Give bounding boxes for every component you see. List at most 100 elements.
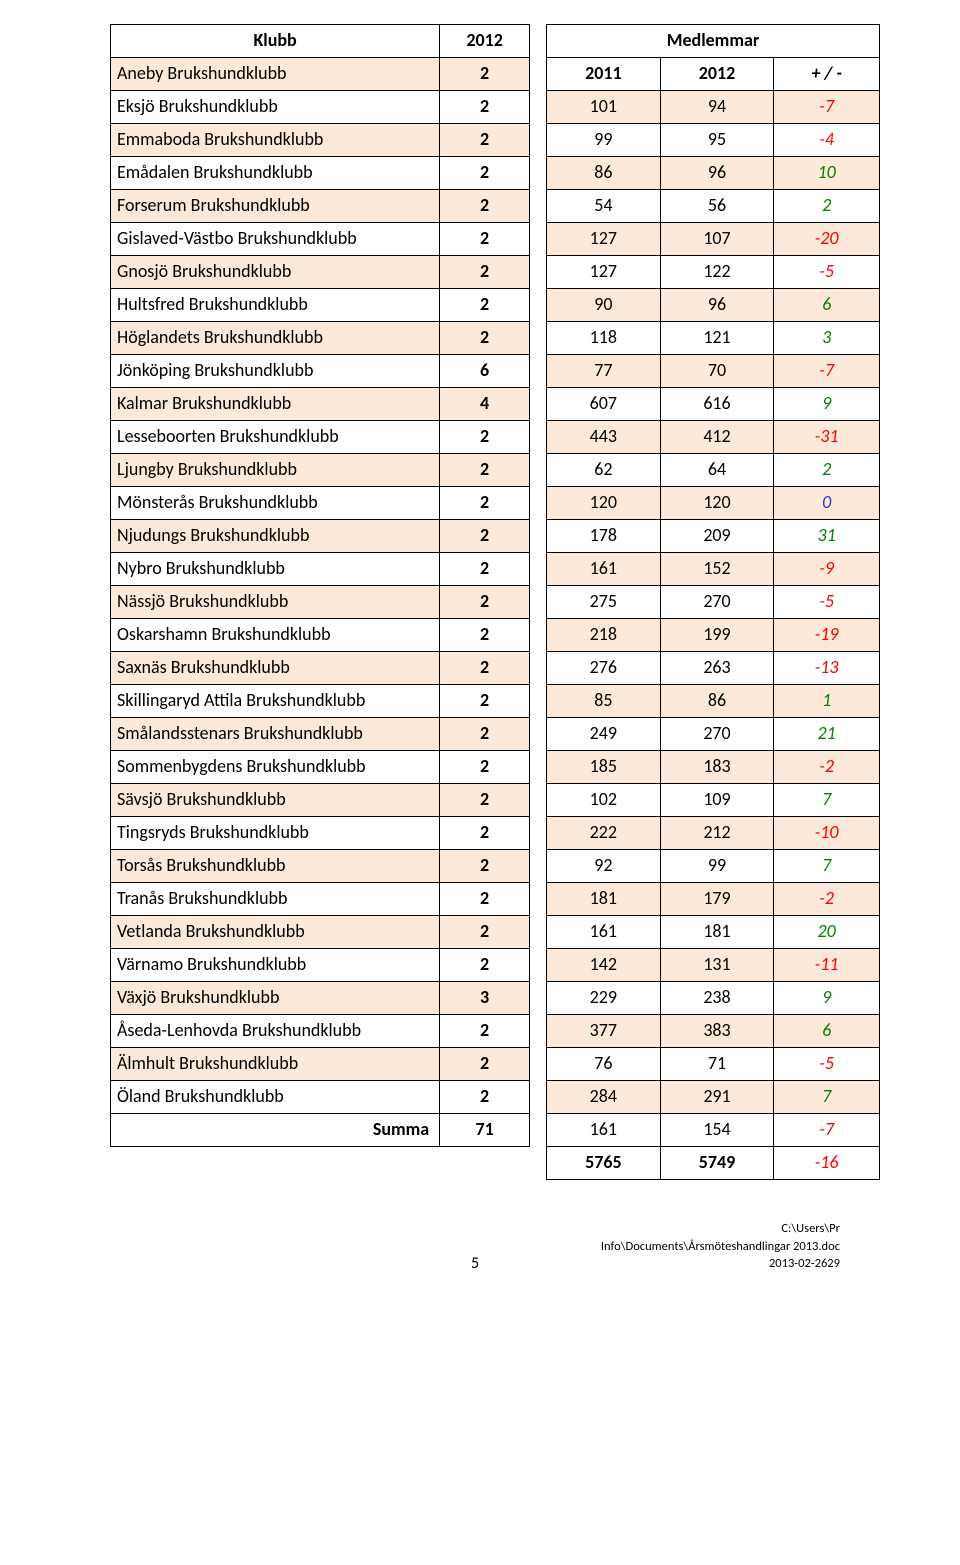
cell-2012: 154 <box>660 1114 774 1147</box>
cell-diff: 7 <box>774 850 880 883</box>
table-row: 16118120 <box>547 916 880 949</box>
table-row: 90966 <box>547 289 880 322</box>
cell-2012: 70 <box>660 355 774 388</box>
footer-path-line2: 2013-02-2629 <box>597 1255 840 1273</box>
table-row: Nässjö Brukshundklubb2 <box>111 586 530 619</box>
table-row: Saxnäs Brukshundklubb2 <box>111 652 530 685</box>
table-row: 142131-11 <box>547 949 880 982</box>
cell-2012: 107 <box>660 223 774 256</box>
cell-klubb: Eksjö Brukshundklubb <box>111 91 440 124</box>
cell-2012: 209 <box>660 520 774 553</box>
cell-year: 2 <box>440 58 530 91</box>
table-right-body: 10194-79995-486961054562127107-20127122-… <box>547 91 880 1180</box>
cell-klubb: Lesseboorten Brukshundklubb <box>111 421 440 454</box>
table-row: Växjö Brukshundklubb3 <box>111 982 530 1015</box>
table-row: 10194-7 <box>547 91 880 124</box>
cell-2012: 71 <box>660 1048 774 1081</box>
summa-label: Summa <box>111 1114 440 1147</box>
cell-diff: -5 <box>774 256 880 289</box>
table-row: Lesseboorten Brukshundklubb2 <box>111 421 530 454</box>
cell-2011: 222 <box>547 817 661 850</box>
cell-2011: 120 <box>547 487 661 520</box>
cell-2011: 85 <box>547 685 661 718</box>
cell-2011: 92 <box>547 850 661 883</box>
cell-year: 2 <box>440 487 530 520</box>
cell-2012: 96 <box>660 157 774 190</box>
table-row: Jönköping Brukshundklubb6 <box>111 355 530 388</box>
cell-year: 2 <box>440 949 530 982</box>
cell-year: 2 <box>440 619 530 652</box>
cell-diff: 3 <box>774 322 880 355</box>
cell-year: 2 <box>440 454 530 487</box>
cell-diff: 2 <box>774 190 880 223</box>
table-row: 9995-4 <box>547 124 880 157</box>
cell-diff: 20 <box>774 916 880 949</box>
page-footer: 5 C:\Users\Pr Info\Documents\Årsmöteshan… <box>110 1180 880 1273</box>
cell-year: 2 <box>440 586 530 619</box>
table-row: Tranås Brukshundklubb2 <box>111 883 530 916</box>
cell-year: 2 <box>440 256 530 289</box>
table-right: Medlemmar 2011 2012 + / - 10194-79995-48… <box>546 24 880 1180</box>
cell-klubb: Forserum Brukshundklubb <box>111 190 440 223</box>
table-row: 92997 <box>547 850 880 883</box>
cell-2011: 185 <box>547 751 661 784</box>
cell-klubb: Sävsjö Brukshundklubb <box>111 784 440 817</box>
cell-year: 3 <box>440 982 530 1015</box>
table-row: 869610 <box>547 157 880 190</box>
table-row: 276263-13 <box>547 652 880 685</box>
cell-2012: 152 <box>660 553 774 586</box>
cell-2012: 291 <box>660 1081 774 1114</box>
table-row: 127107-20 <box>547 223 880 256</box>
cell-diff: -7 <box>774 91 880 124</box>
cell-diff: 10 <box>774 157 880 190</box>
table-row: 161152-9 <box>547 553 880 586</box>
cell-diff: -4 <box>774 124 880 157</box>
cell-2011: 86 <box>547 157 661 190</box>
table-row: Öland Brukshundklubb2 <box>111 1081 530 1114</box>
table-row: Torsås Brukshundklubb2 <box>111 850 530 883</box>
header-year-left: 2012 <box>440 25 530 58</box>
table-row: 1201200 <box>547 487 880 520</box>
cell-year: 2 <box>440 157 530 190</box>
summa-2012: 5749 <box>660 1147 774 1180</box>
cell-2012: 131 <box>660 949 774 982</box>
cell-diff: 0 <box>774 487 880 520</box>
cell-diff: -7 <box>774 1114 880 1147</box>
cell-diff: 21 <box>774 718 880 751</box>
cell-2011: 142 <box>547 949 661 982</box>
table-row: Emådalen Brukshundklubb2 <box>111 157 530 190</box>
cell-2012: 270 <box>660 586 774 619</box>
cell-year: 2 <box>440 91 530 124</box>
cell-klubb: Öland Brukshundklubb <box>111 1081 440 1114</box>
cell-2011: 161 <box>547 553 661 586</box>
cell-2011: 249 <box>547 718 661 751</box>
table-row: Smålandsstenars Brukshundklubb2 <box>111 718 530 751</box>
table-row: 17820931 <box>547 520 880 553</box>
tables-wrap: Klubb 2012 Aneby Brukshundklubb2Eksjö Br… <box>110 24 880 1180</box>
cell-2011: 178 <box>547 520 661 553</box>
cell-2011: 377 <box>547 1015 661 1048</box>
cell-klubb: Nybro Brukshundklubb <box>111 553 440 586</box>
cell-klubb: Nässjö Brukshundklubb <box>111 586 440 619</box>
cell-2012: 56 <box>660 190 774 223</box>
cell-2011: 54 <box>547 190 661 223</box>
cell-2012: 94 <box>660 91 774 124</box>
header-2012: 2012 <box>660 58 774 91</box>
cell-2012: 122 <box>660 256 774 289</box>
table-row: 1181213 <box>547 322 880 355</box>
cell-year: 2 <box>440 916 530 949</box>
cell-2012: 212 <box>660 817 774 850</box>
table-row: 7770-7 <box>547 355 880 388</box>
table-row: Gislaved-Västbo Brukshundklubb2 <box>111 223 530 256</box>
table-row: Sävsjö Brukshundklubb2 <box>111 784 530 817</box>
table-row: Mönsterås Brukshundklubb2 <box>111 487 530 520</box>
cell-2012: 109 <box>660 784 774 817</box>
cell-year: 2 <box>440 652 530 685</box>
cell-year: 2 <box>440 817 530 850</box>
cell-diff: 9 <box>774 982 880 1015</box>
footer-page-number: 5 <box>353 1254 596 1273</box>
cell-2012: 120 <box>660 487 774 520</box>
table-row: 127122-5 <box>547 256 880 289</box>
cell-year: 2 <box>440 223 530 256</box>
cell-klubb: Tranås Brukshundklubb <box>111 883 440 916</box>
